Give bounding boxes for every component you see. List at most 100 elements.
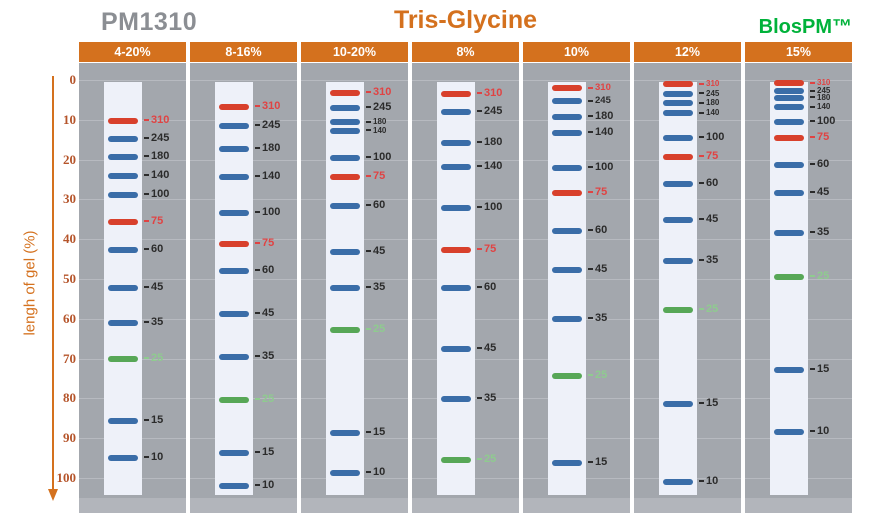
band-label-180kda: 180 [477, 136, 502, 148]
band-tick-dash [255, 398, 260, 401]
band-mw-value: 310 [151, 114, 170, 127]
band-tick-dash [588, 191, 593, 194]
band-label-310kda: 310 [588, 82, 611, 93]
band-tick-dash [588, 99, 593, 102]
band-mw-value: 10 [151, 451, 164, 464]
grid-line [634, 80, 741, 81]
band-label-15kda: 15 [810, 363, 829, 375]
band-tick-dash [477, 206, 482, 209]
band-label-15kda: 15 [699, 397, 718, 409]
y-axis-tick-100: 100 [56, 470, 77, 485]
band-tick-dash [477, 286, 482, 289]
band-label-75kda: 75 [144, 215, 163, 227]
band-label-180kda: 180 [366, 117, 386, 126]
band-mw-value: 100 [262, 206, 281, 219]
band-label-245kda: 245 [255, 119, 280, 131]
band-140kda [219, 174, 249, 180]
band-25kda [108, 356, 138, 362]
band-310kda [663, 81, 693, 87]
band-mw-value: 35 [484, 392, 497, 405]
band-180kda [441, 140, 471, 146]
band-mw-value: 140 [595, 126, 614, 139]
band-tick-dash [810, 136, 815, 139]
band-60kda [774, 162, 804, 168]
band-180kda [552, 114, 582, 120]
band-15kda [774, 367, 804, 373]
band-mw-value: 245 [706, 88, 720, 98]
band-mw-value: 245 [817, 86, 831, 96]
band-245kda [219, 123, 249, 129]
band-mw-value: 75 [373, 170, 386, 183]
band-label-100kda: 100 [810, 115, 835, 127]
band-25kda [774, 274, 804, 280]
gel-lane-10pct [548, 82, 586, 495]
y-axis-tick-70: 70 [63, 350, 76, 366]
band-tick-dash [255, 105, 260, 108]
band-100kda [108, 192, 138, 198]
band-45kda [330, 249, 360, 255]
band-mw-value: 180 [484, 136, 503, 149]
band-label-25kda: 25 [255, 393, 274, 405]
band-label-245kda: 245 [810, 86, 830, 95]
band-10kda [663, 479, 693, 485]
band-mw-value: 310 [262, 100, 281, 113]
band-tick-dash [699, 82, 704, 85]
band-180kda [108, 154, 138, 160]
band-mw-value: 60 [484, 281, 497, 294]
band-tick-dash [255, 124, 260, 127]
band-mw-value: 15 [706, 397, 719, 410]
band-mw-value: 310 [595, 82, 611, 94]
band-tick-dash [810, 81, 815, 84]
band-mw-value: 60 [373, 199, 386, 212]
band-mw-value: 60 [151, 243, 164, 256]
band-mw-value: 35 [262, 350, 275, 363]
band-tick-dash [477, 347, 482, 350]
band-mw-value: 245 [484, 105, 503, 118]
band-35kda [219, 354, 249, 360]
band-100kda [774, 119, 804, 125]
band-label-140kda: 140 [699, 108, 719, 117]
band-mw-value: 140 [484, 160, 503, 173]
grid-line [79, 80, 186, 81]
band-mw-value: 180 [595, 110, 614, 123]
band-mw-value: 10 [706, 475, 719, 488]
band-25kda [441, 457, 471, 463]
band-tick-dash [477, 397, 482, 400]
band-310kda [330, 90, 360, 96]
band-75kda [219, 241, 249, 247]
band-35kda [441, 396, 471, 402]
band-35kda [552, 316, 582, 322]
band-mw-value: 245 [262, 119, 281, 132]
grid-line [301, 80, 408, 81]
band-tick-dash [144, 137, 149, 140]
column-footer-strip [79, 498, 186, 513]
y-axis-tick-10: 10 [63, 111, 76, 127]
band-mw-value: 140 [373, 125, 387, 135]
band-label-25kda: 25 [477, 453, 496, 465]
band-tick-dash [144, 154, 149, 157]
band-mw-value: 100 [595, 161, 614, 174]
band-tick-dash [588, 374, 593, 377]
band-tick-dash [588, 229, 593, 232]
band-mw-value: 180 [706, 98, 720, 108]
page-title: Tris-Glycine [393, 6, 538, 34]
band-35kda [108, 320, 138, 326]
band-label-180kda: 180 [588, 110, 613, 122]
grid-line [412, 80, 519, 81]
band-tick-dash [366, 204, 371, 207]
band-tick-dash [255, 451, 260, 454]
band-label-310kda: 310 [366, 86, 391, 98]
band-tick-dash [255, 312, 260, 315]
band-tick-dash [366, 106, 371, 109]
band-tick-dash [366, 91, 371, 94]
column-header-10pct: 10% [523, 42, 630, 62]
band-mw-value: 35 [151, 316, 164, 329]
column-header-12pct: 12% [634, 42, 741, 62]
band-label-140kda: 140 [477, 160, 502, 172]
band-label-100kda: 100 [588, 161, 613, 173]
band-10kda [774, 429, 804, 435]
band-label-75kda: 75 [366, 170, 385, 182]
band-tick-dash [366, 120, 371, 123]
band-60kda [552, 228, 582, 234]
